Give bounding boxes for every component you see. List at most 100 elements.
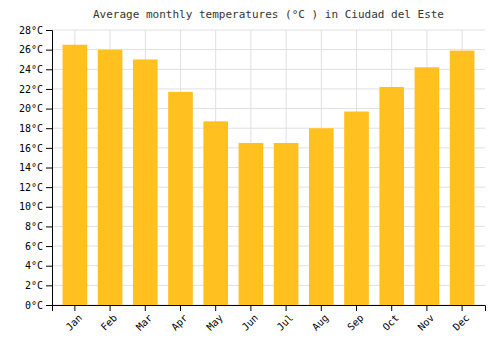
tick-label: 2°C xyxy=(25,280,43,291)
tick: Sep xyxy=(345,305,366,333)
tick-mark xyxy=(46,89,52,90)
tick: 22°C xyxy=(19,84,52,95)
tick: Jan xyxy=(64,305,85,333)
tick-mark xyxy=(46,30,52,31)
bar xyxy=(309,128,334,305)
bars xyxy=(63,45,475,305)
tick-mark xyxy=(110,305,111,311)
tick-label: Nov xyxy=(416,312,437,333)
tick-mark xyxy=(462,305,463,311)
tick: Oct xyxy=(380,305,401,333)
tick: Dec xyxy=(451,305,472,333)
tick-label: 20°C xyxy=(19,103,43,114)
tick-mark xyxy=(180,305,181,311)
tick-mark xyxy=(46,148,52,149)
tick-mark xyxy=(356,305,357,311)
tick: 16°C xyxy=(19,143,52,154)
tick-mark xyxy=(46,285,52,286)
tick: 20°C xyxy=(19,103,52,114)
tick: 2°C xyxy=(25,280,52,291)
tick-mark xyxy=(46,266,52,267)
bar xyxy=(168,92,193,305)
tick-mark xyxy=(46,128,52,129)
tick: 0°C xyxy=(25,300,52,311)
tick-label: 0°C xyxy=(25,300,43,311)
tick-mark xyxy=(46,187,52,188)
tick-mark xyxy=(215,305,216,311)
y-axis: 0°C 2°C 4°C 6°C 8°C 10°C 12°C 14°C 16°C 18°C 20°C 2… xyxy=(19,25,53,311)
axis-line xyxy=(53,306,486,312)
tick-mark xyxy=(46,226,52,227)
bar xyxy=(344,112,369,305)
tick-label: Sep xyxy=(345,312,366,333)
tick-label: Dec xyxy=(451,312,472,333)
bar xyxy=(63,45,88,305)
tick-label: 16°C xyxy=(19,143,43,154)
tick-label: Aug xyxy=(310,312,331,333)
tick: 26°C xyxy=(19,44,52,55)
bar xyxy=(274,143,299,305)
tick: Aug xyxy=(310,305,331,333)
tick-mark xyxy=(321,305,322,311)
tick-label: 18°C xyxy=(19,123,43,134)
tick: 8°C xyxy=(25,221,52,232)
tick: Nov xyxy=(416,305,437,333)
tick-label: 4°C xyxy=(25,260,43,271)
tick-label: 22°C xyxy=(19,84,43,95)
tick-label: Apr xyxy=(169,312,190,333)
tick: 6°C xyxy=(25,241,52,252)
tick-mark xyxy=(46,305,52,306)
bar xyxy=(98,50,123,305)
tick-mark xyxy=(46,246,52,247)
bar xyxy=(239,143,264,305)
tick-mark xyxy=(46,168,52,169)
tick-label: May xyxy=(204,312,225,333)
tick-label: Jan xyxy=(64,312,85,333)
tick: 14°C xyxy=(19,162,52,173)
tick-mark xyxy=(426,305,427,311)
tick: 18°C xyxy=(19,123,52,134)
plot-area: 0°C 2°C 4°C 6°C 8°C 10°C 12°C 14°C 16°C 18°C 20°C 2… xyxy=(19,25,486,333)
bar xyxy=(203,121,228,305)
tick-label: Jun xyxy=(240,312,261,333)
tick-mark xyxy=(46,69,52,70)
tick: 4°C xyxy=(25,260,52,271)
tick-label: 10°C xyxy=(19,201,43,212)
tick: Apr xyxy=(169,305,190,333)
tick: Jul xyxy=(275,305,296,333)
tick-label: Oct xyxy=(380,312,401,333)
tick: Feb xyxy=(99,305,120,333)
tick: 24°C xyxy=(19,64,52,75)
tick-mark xyxy=(46,109,52,110)
tick: May xyxy=(204,305,225,333)
tick-mark xyxy=(46,207,52,208)
tick-label: 24°C xyxy=(19,64,43,75)
tick-label: Feb xyxy=(99,312,120,333)
tick: 28°C xyxy=(19,25,52,36)
tick: Mar xyxy=(134,305,155,333)
bar xyxy=(379,87,404,305)
x-axis: Jan Feb Mar Apr May Jun Jul Aug Sep Oct Nov Dec xyxy=(53,305,486,333)
tick-label: 12°C xyxy=(19,182,43,193)
tick-label: 14°C xyxy=(19,162,43,173)
tick-label: Mar xyxy=(134,312,155,333)
title: Average monthly temperatures (°C ) in Ci… xyxy=(93,8,444,21)
tick-label: 26°C xyxy=(19,44,43,55)
tick-label: 28°C xyxy=(19,25,43,36)
tick: 12°C xyxy=(19,182,52,193)
tick-label: 6°C xyxy=(25,241,43,252)
bar xyxy=(450,51,475,305)
tick-mark xyxy=(46,50,52,51)
bar xyxy=(415,67,440,305)
tick-mark xyxy=(74,305,75,311)
tick-mark xyxy=(145,305,146,311)
tick-mark xyxy=(391,305,392,311)
tick: 10°C xyxy=(19,201,52,212)
tick: Jun xyxy=(240,305,261,333)
grid-line-y xyxy=(52,30,485,31)
bar xyxy=(133,59,158,305)
tick-mark xyxy=(286,305,287,311)
tick-label: 8°C xyxy=(25,221,43,232)
chart: 0°C 2°C 4°C 6°C 8°C 10°C 12°C 14°C 16°C 18°C 20°C 2… xyxy=(0,0,500,350)
tick-mark xyxy=(250,305,251,311)
